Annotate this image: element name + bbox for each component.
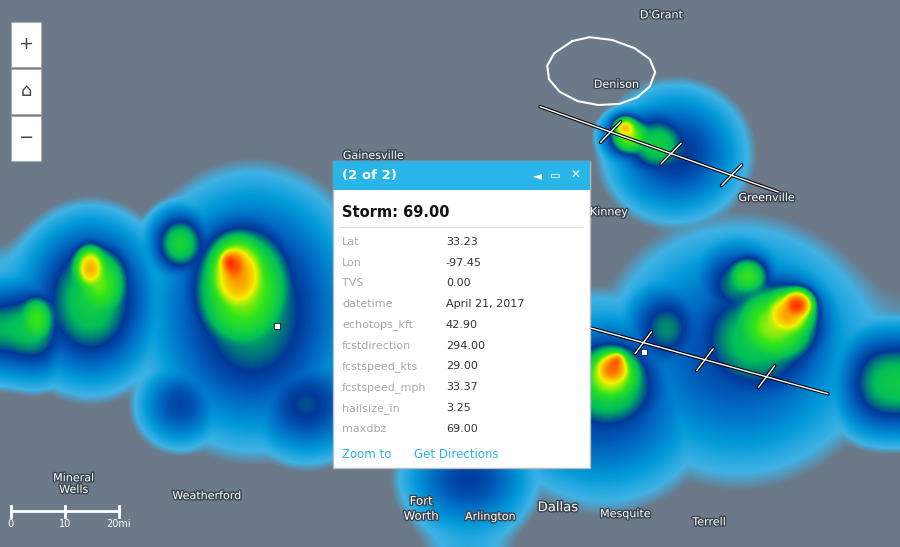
Text: Lon: Lon	[342, 258, 362, 267]
Text: fcstspeed_mph: fcstspeed_mph	[342, 382, 427, 393]
Text: 20mi: 20mi	[106, 519, 131, 529]
Text: Storm: 69.00: Storm: 69.00	[342, 205, 449, 220]
Text: +: +	[19, 36, 33, 53]
Text: D'Grant: D'Grant	[640, 10, 683, 20]
Text: -97.45: -97.45	[446, 258, 482, 267]
Text: 0: 0	[8, 519, 14, 529]
Text: Get Directions: Get Directions	[414, 448, 499, 461]
Text: Greenville: Greenville	[738, 193, 796, 203]
Text: 33.37: 33.37	[446, 382, 478, 392]
FancyBboxPatch shape	[333, 161, 590, 468]
Text: Arlington: Arlington	[465, 512, 516, 522]
Text: Lat: Lat	[342, 237, 359, 247]
Text: Mesquite: Mesquite	[600, 509, 651, 519]
Text: fcstdirection: fcstdirection	[342, 341, 411, 351]
Text: Terrell: Terrell	[692, 517, 726, 527]
FancyBboxPatch shape	[333, 161, 590, 190]
Text: Weatherford: Weatherford	[172, 491, 242, 501]
Text: hailsize_in: hailsize_in	[342, 403, 400, 414]
Text: Dallas: Dallas	[537, 501, 579, 514]
Text: Mineral
Wells: Mineral Wells	[53, 473, 94, 495]
Text: 294.00: 294.00	[446, 341, 485, 351]
Text: fcstspeed_kts: fcstspeed_kts	[342, 361, 418, 372]
Text: (2 of 2): (2 of 2)	[342, 169, 397, 182]
Text: 29.00: 29.00	[446, 362, 478, 371]
Text: −: −	[19, 130, 33, 147]
Text: 0.00: 0.00	[446, 278, 471, 288]
Text: Gainesville: Gainesville	[343, 151, 404, 161]
Text: 3.25: 3.25	[446, 403, 471, 413]
Text: 69.00: 69.00	[446, 424, 478, 434]
Text: 33.23: 33.23	[446, 237, 478, 247]
Text: ▭: ▭	[550, 171, 561, 181]
Text: Denison: Denison	[594, 80, 639, 90]
Text: Zoom to: Zoom to	[342, 448, 392, 461]
Text: April 21, 2017: April 21, 2017	[446, 299, 524, 309]
Text: maxdbz: maxdbz	[342, 424, 386, 434]
Text: ✕: ✕	[571, 169, 580, 182]
FancyBboxPatch shape	[11, 22, 41, 67]
FancyBboxPatch shape	[11, 69, 41, 114]
FancyBboxPatch shape	[11, 116, 41, 161]
Text: ◄: ◄	[533, 169, 542, 182]
Text: TVS: TVS	[342, 278, 364, 288]
Text: ⌂: ⌂	[21, 83, 32, 100]
Text: McKinney: McKinney	[574, 207, 628, 217]
Text: datetime: datetime	[342, 299, 392, 309]
Text: 10: 10	[58, 519, 71, 529]
Text: 42.90: 42.90	[446, 320, 478, 330]
Text: echotops_kft: echotops_kft	[342, 319, 413, 330]
Text: Fort
Worth: Fort Worth	[403, 494, 439, 523]
